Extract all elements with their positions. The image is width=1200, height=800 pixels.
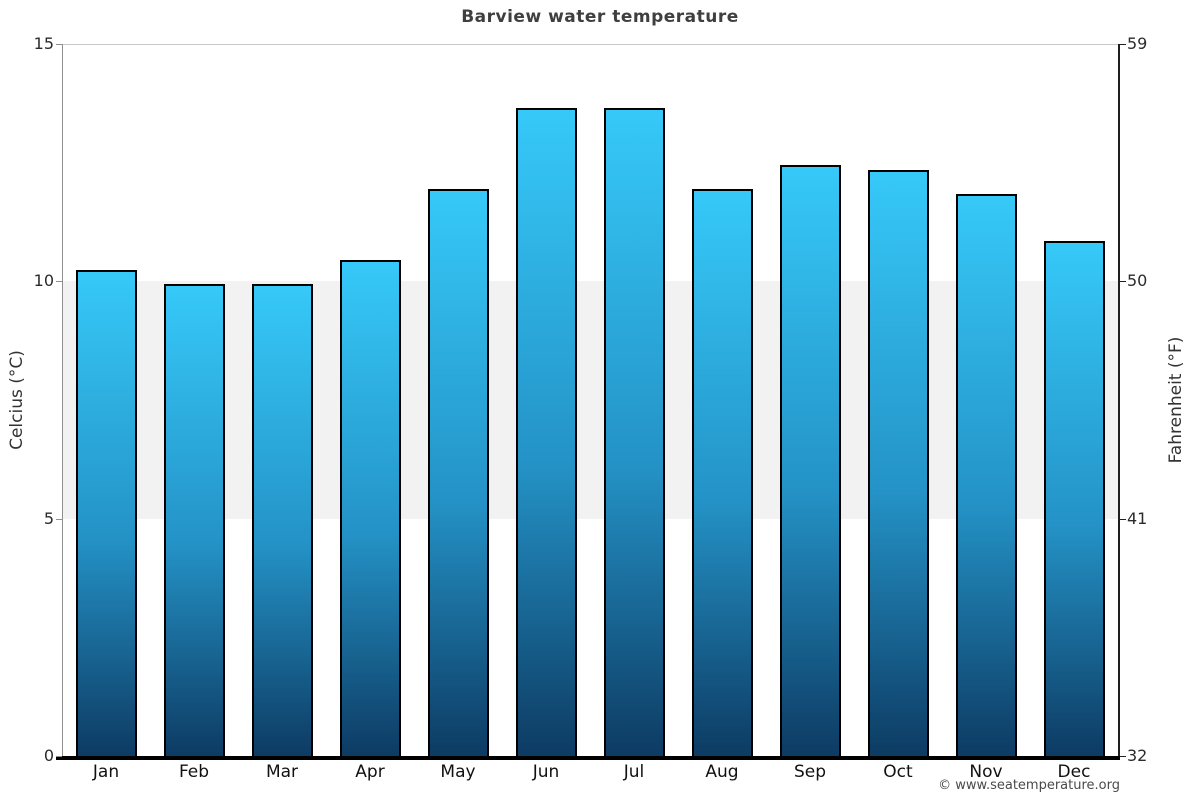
bar-mar [251, 284, 313, 756]
x-axis-label-nov: Nov [969, 762, 1003, 782]
x-axis-label-jun: Jun [532, 762, 560, 782]
bar-apr [339, 260, 401, 756]
x-axis-label-mar: Mar [265, 762, 299, 782]
bar-nov [955, 193, 1017, 756]
y-right-tick-label-32: 32 [1127, 746, 1148, 765]
bar-dec [1043, 241, 1105, 756]
x-axis-line [56, 756, 1120, 760]
y-left-tick-label-15: 15 [33, 34, 54, 53]
y-axis-right-line [1118, 44, 1120, 757]
bar-jul [603, 108, 665, 756]
y-left-tick-15 [56, 44, 62, 45]
x-axis-label-jul: Jul [623, 762, 645, 782]
bar-oct [867, 170, 929, 756]
x-axis-label-oct: Oct [883, 762, 913, 782]
x-axis-label-aug: Aug [705, 762, 739, 782]
x-axis-label-may: May [440, 762, 476, 782]
x-axis-label-feb: Feb [178, 762, 210, 782]
y-left-tick-label-5: 5 [43, 508, 54, 528]
x-axis-label-dec: Dec [1057, 762, 1091, 782]
bar-jan [75, 269, 137, 756]
x-axis-label-sep: Sep [793, 762, 827, 782]
bar-aug [691, 189, 753, 756]
chart-title: Barview water temperature [461, 7, 739, 27]
y-left-tick-10 [56, 281, 62, 283]
x-axis-label-jan: Jan [92, 762, 120, 782]
y-axis-left-line [62, 44, 63, 757]
y-right-tick-41 [1120, 518, 1126, 520]
y-left-tick-0 [56, 756, 62, 757]
y-right-tick-50 [1120, 281, 1126, 283]
y-right-tick-label-50: 50 [1127, 271, 1148, 291]
y-left-tick-label-0: 0 [43, 746, 54, 765]
y-right-tick-59 [1120, 44, 1126, 45]
bar-may [427, 189, 489, 756]
x-axis-labels: Jan Feb Mar Apr May Jun Jul Aug Sep Oct Nov Dec [62, 762, 1118, 784]
y-left-tick-label-10: 10 [33, 271, 54, 291]
bar-sep [779, 165, 841, 756]
y-right-tick-32 [1120, 756, 1126, 757]
plot-top-border [62, 44, 1119, 45]
y-right-tick-label-59: 59 [1127, 34, 1148, 53]
plot-area [62, 44, 1118, 756]
grid-band [62, 281, 1118, 519]
y-axis-left-title: Celcius (°C) [7, 350, 27, 450]
x-axis-label-apr: Apr [355, 762, 385, 782]
y-axis-right-title: Fahrenheit (°F) [1166, 336, 1186, 464]
y-left-tick-5 [56, 518, 62, 520]
y-right-tick-label-41: 41 [1127, 508, 1148, 528]
bar-feb [163, 284, 225, 756]
copyright-notice: © www.seatemperature.org [938, 778, 1120, 793]
bar-jun [515, 108, 577, 756]
